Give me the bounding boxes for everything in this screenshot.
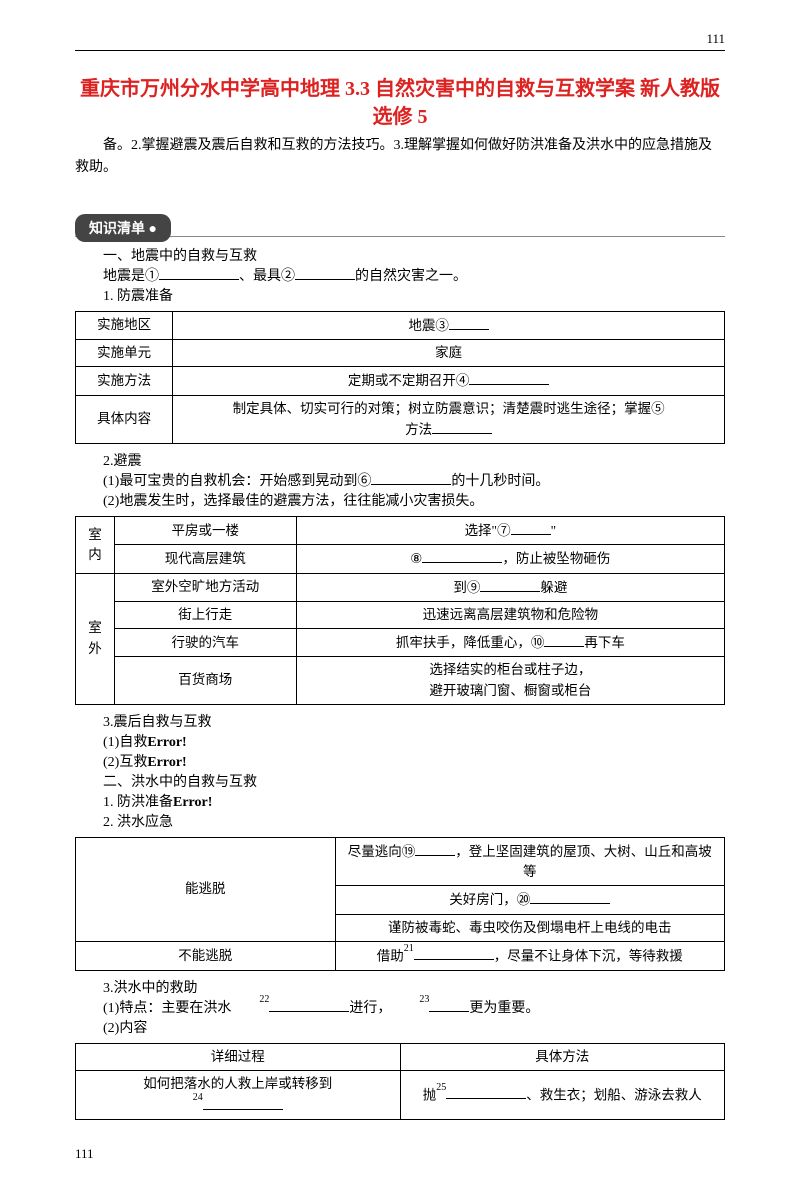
table-2: 室内平房或一楼选择"⑦" 现代高层建筑⑧，防止被坠物砸伤 室外室外空旷地方活动到… [75,516,725,705]
heading-5: 二、洪水中的自救与互救 [75,771,725,791]
heading-2: 1. 防震准备 [75,285,725,305]
heading-3: 2.避震 [75,450,725,470]
line-3-2: (2)地震发生时，选择最佳的避震方法，往往能减小灾害损失。 [75,490,725,510]
heading-1: 一、地震中的自救与互救 [75,245,725,265]
page-number-bottom: 111 [75,1146,94,1162]
table-3: 能逃脱尽量逃向⑲，登上坚固建筑的屋顶、大树、山丘和高坡等 关好房门，⑳ 谨防被毒… [75,837,725,971]
heading-4: 3.震后自救与互救 [75,711,725,731]
doc-title: 重庆市万州分水中学高中地理 3.3 自然灾害中的自救与互救学案 新人教版选修 5 [75,75,725,131]
heading-5-2: 2. 洪水应急 [75,811,725,831]
table-4: 详细过程具体方法 如何把落水的人救上岸或转移到24抛25、救生衣；划船、游泳去救… [75,1043,725,1120]
line-blank-1: 地震是①、最具②的自然灾害之一。 [75,265,725,285]
heading-5-1: 1. 防洪准备Error! [75,791,725,811]
line-6-2: (2)内容 [75,1017,725,1037]
line-3-1: (1)最可宝贵的自救机会：开始感到晃动到⑥的十几秒时间。 [75,470,725,490]
table-1: 实施地区地震③ 实施单元家庭 实施方法定期或不定期召开④ 具体内容制定具体、切实… [75,311,725,444]
page-number-top: 111 [706,31,725,47]
intro-para: 备。2.掌握避震及震后自救和互救的方法技巧。3.理解掌握如何做好防洪准备及洪水中… [75,135,725,180]
section-label: 知识清单 ● [75,214,171,242]
line-4-1: (1)自救Error! [75,731,725,751]
line-4-2: (2)互救Error! [75,751,725,771]
line-6-1: (1)特点：主要在洪水22进行，23更为重要。 [75,997,725,1017]
